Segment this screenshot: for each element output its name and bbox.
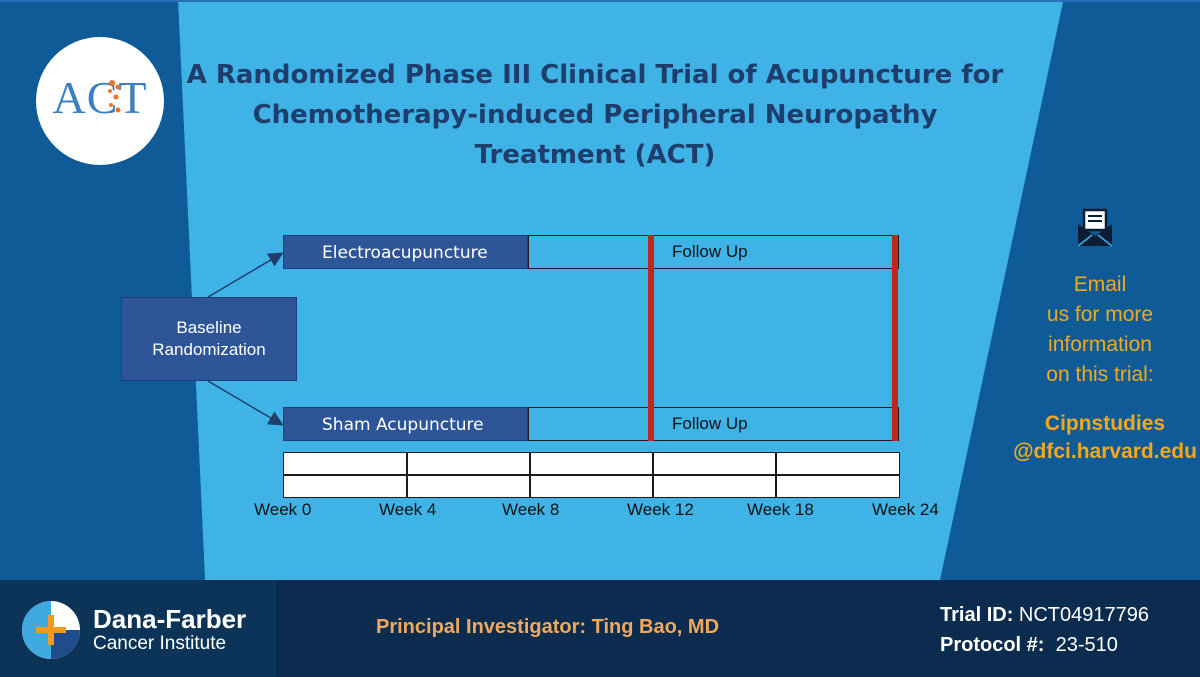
timeline-grid <box>283 452 900 498</box>
week12-marker-line <box>648 235 654 441</box>
protocol-label: Protocol #: <box>940 634 1045 656</box>
timeline-midline <box>284 474 899 476</box>
arm2-follow-up-label: Follow Up <box>672 414 748 433</box>
week-label: Week 24 <box>872 500 939 519</box>
principal-investigator: Principal Investigator: Ting Bao, MD <box>376 616 720 638</box>
email-address-line-1: Cipnstudies <box>1044 412 1166 435</box>
trial-id-value: NCT04917796 <box>1018 604 1150 626</box>
week-label: Week 0 <box>254 500 312 519</box>
arrow-to-electro <box>207 252 284 298</box>
arm1-follow-up-box <box>528 235 899 269</box>
arrow-to-sham <box>207 380 284 426</box>
baseline-line-2: Randomization <box>152 340 266 359</box>
email-line-4: on this trial: <box>1046 363 1154 386</box>
email-address-link[interactable]: Cipnstudies @dfci.harvard.edu <box>1012 410 1198 466</box>
arm2-follow-up-box <box>528 407 899 441</box>
week24-marker-line <box>892 235 898 441</box>
title-line-1: A Randomized Phase III Clinical Trial of… <box>186 60 1004 90</box>
timeline-divider <box>529 453 531 497</box>
act-logo: ACT <box>36 37 164 165</box>
email-address-line-2: @dfci.harvard.edu <box>1013 440 1197 463</box>
timeline-divider <box>775 453 777 497</box>
week-label: Week 4 <box>379 500 437 519</box>
baseline-line-1: Baseline <box>176 318 242 337</box>
randomization-arrows <box>207 252 284 426</box>
baseline-randomization-box: Baseline Randomization <box>121 297 297 381</box>
page-title: A Randomized Phase III Clinical Trial of… <box>170 55 1020 175</box>
week-label: Week 12 <box>627 500 694 519</box>
top-border <box>0 0 1200 2</box>
arm-sham-acupuncture: Sham Acupuncture <box>283 407 528 441</box>
title-line-2: Chemotherapy-induced Peripheral Neuropat… <box>252 100 938 130</box>
email-line-2: us for more <box>1046 303 1154 326</box>
email-prompt: Email us for more information on this tr… <box>1020 270 1180 390</box>
email-line-1: Email <box>1073 273 1127 296</box>
dana-farber-logo-icon <box>22 601 80 659</box>
arm-electroacupuncture: Electroacupuncture <box>283 235 528 269</box>
org-name: Dana-Farber <box>93 604 247 634</box>
title-line-3: Treatment (ACT) <box>474 140 716 170</box>
timeline-divider <box>652 453 654 497</box>
logo-decoration-icon <box>108 80 121 113</box>
week-label: Week 18 <box>747 500 814 519</box>
week-label: Week 8 <box>502 500 560 519</box>
logo-text: ACT <box>52 72 148 123</box>
email-line-3: information <box>1048 333 1152 356</box>
trial-id-label: Trial ID: <box>940 604 1014 626</box>
trial-info: Trial ID: NCT04917796 Protocol #: 23-510 <box>940 600 1149 660</box>
timeline-divider <box>406 453 408 497</box>
mail-icon <box>1077 208 1113 247</box>
protocol-value: 23-510 <box>1055 634 1118 656</box>
org-subtitle: Cancer Institute <box>93 633 227 654</box>
arm1-follow-up-label: Follow Up <box>672 242 748 261</box>
